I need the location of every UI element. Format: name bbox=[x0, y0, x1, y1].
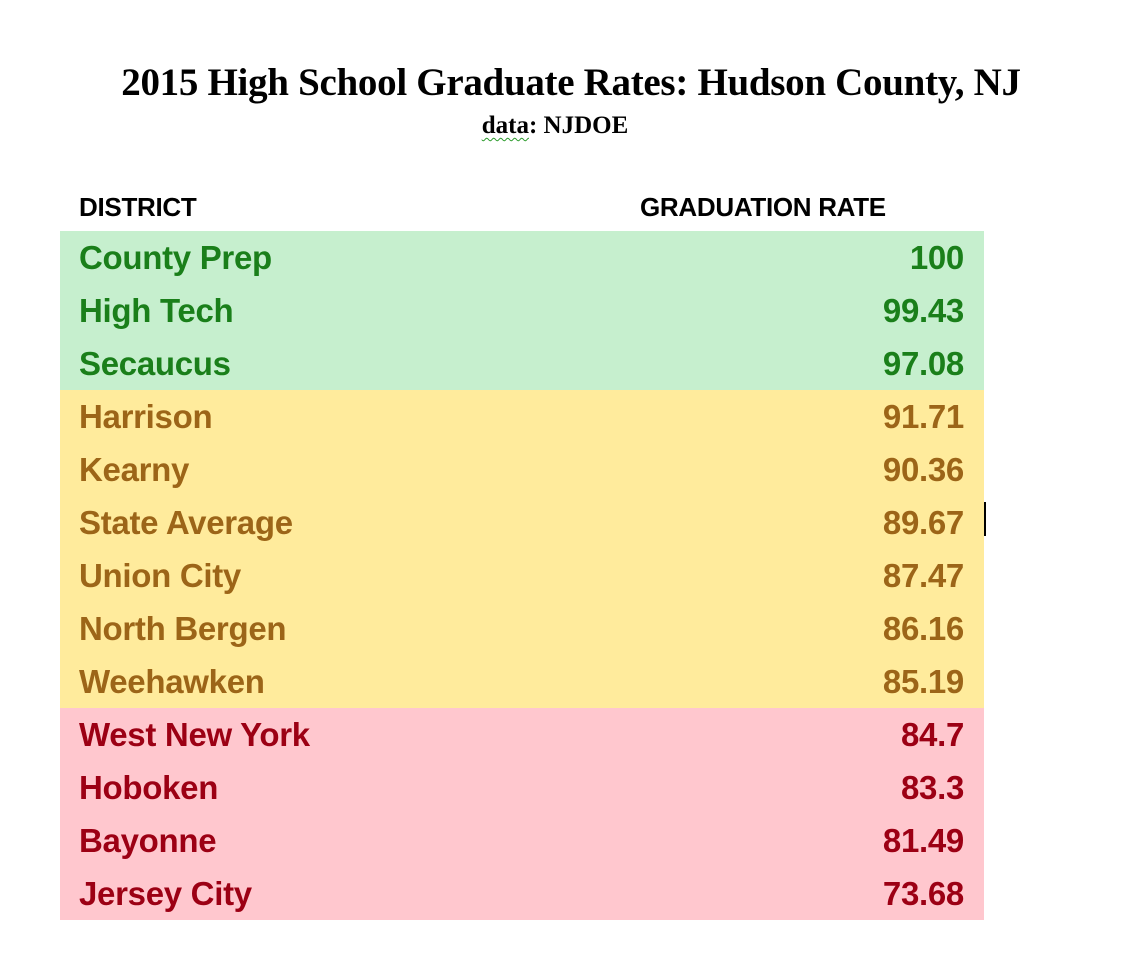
table-row: Weehawken 85.19 bbox=[60, 655, 984, 708]
column-header-district: DISTRICT bbox=[79, 192, 197, 222]
table-row: Secaucus 97.08 bbox=[60, 337, 984, 390]
table-row: Union City 87.47 bbox=[60, 549, 984, 602]
text-cursor bbox=[984, 502, 986, 536]
graduation-rate-value: 90.36 bbox=[882, 450, 964, 488]
district-name: County Prep bbox=[79, 238, 272, 276]
table-row: Bayonne 81.49 bbox=[60, 814, 984, 867]
graduation-rate-value: 86.16 bbox=[882, 609, 964, 647]
data-source-subtitle: data: NJDOE bbox=[0, 112, 1110, 140]
district-name: Bayonne bbox=[79, 821, 217, 859]
graduation-rate-value: 100 bbox=[909, 238, 964, 276]
district-name: Kearny bbox=[79, 450, 190, 488]
graduation-rate-value: 81.49 bbox=[882, 821, 964, 859]
district-name: High Tech bbox=[79, 291, 234, 329]
district-name: Weehawken bbox=[79, 662, 265, 700]
graduation-rate-value: 83.3 bbox=[900, 768, 964, 806]
table-row: West New York 84.7 bbox=[60, 708, 984, 761]
district-name: Union City bbox=[79, 556, 241, 594]
graduation-rate-value: 99.43 bbox=[882, 291, 964, 329]
spellcheck-word: data bbox=[481, 112, 529, 139]
district-name: State Average bbox=[79, 503, 293, 541]
district-name: Jersey City bbox=[79, 874, 252, 912]
district-name: Secaucus bbox=[79, 344, 231, 382]
district-name: North Bergen bbox=[79, 609, 287, 647]
table-row: State Average 89.67 bbox=[60, 496, 984, 549]
table-row: North Bergen 86.16 bbox=[60, 602, 984, 655]
table-row: Kearny 90.36 bbox=[60, 443, 984, 496]
table-row: Hoboken 83.3 bbox=[60, 761, 984, 814]
table-row: Jersey City 73.68 bbox=[60, 867, 984, 920]
graduation-rate-value: 87.47 bbox=[882, 556, 964, 594]
graduation-rate-value: 89.67 bbox=[882, 503, 964, 541]
table-row: High Tech 99.43 bbox=[60, 284, 984, 337]
graduation-rate-value: 91.71 bbox=[882, 397, 964, 435]
graduation-rate-value: 73.68 bbox=[882, 874, 964, 912]
graduation-rate-value: 97.08 bbox=[882, 344, 964, 382]
data-source-text: : NJDOE bbox=[528, 112, 629, 139]
district-name: West New York bbox=[79, 715, 310, 753]
graduation-rate-table: County Prep 100 High Tech 99.43 Secaucus 97… bbox=[60, 231, 984, 920]
district-name: Hoboken bbox=[79, 768, 219, 806]
column-header-graduation-rate: GRADUATION RATE bbox=[640, 192, 886, 222]
table-row: County Prep 100 bbox=[60, 231, 984, 284]
district-name: Harrison bbox=[79, 397, 213, 435]
graduation-rate-value: 84.7 bbox=[900, 715, 964, 753]
page-title: 2015 High School Graduate Rates: Hudson … bbox=[121, 61, 1021, 104]
table-row: Harrison 91.71 bbox=[60, 390, 984, 443]
graduation-rate-value: 85.19 bbox=[882, 662, 964, 700]
